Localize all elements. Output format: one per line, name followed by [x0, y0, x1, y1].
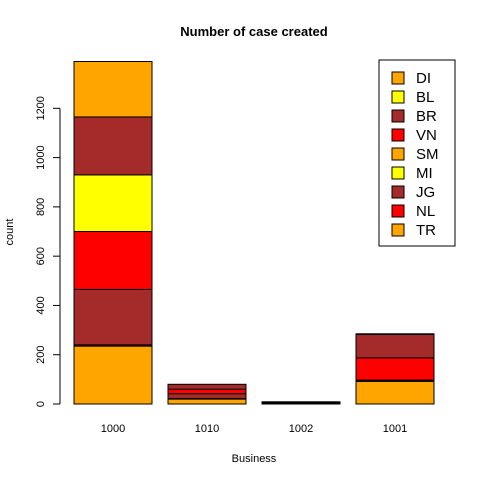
legend-swatch	[391, 185, 405, 199]
x-tick-label: 1010	[195, 423, 219, 435]
legend-swatch	[391, 90, 405, 104]
legend-label: SM	[416, 146, 439, 163]
legend-label: VN	[416, 127, 437, 144]
x-axis-label: Business	[232, 453, 277, 465]
bar-segment	[167, 393, 247, 400]
bar-segment	[73, 288, 153, 346]
legend-swatch	[391, 166, 405, 180]
y-tick-label: 800	[35, 198, 47, 216]
y-tick-label: 600	[35, 247, 47, 265]
bars-group	[73, 61, 435, 405]
bar-segment	[73, 61, 153, 118]
legend-label: BL	[416, 89, 434, 106]
bar-segment	[73, 345, 153, 405]
legend-label: MI	[416, 165, 433, 182]
chart-title: Number of case created	[180, 24, 327, 39]
y-axis-label: count	[4, 219, 16, 246]
legend-swatch	[391, 128, 405, 142]
bar-segment	[167, 388, 247, 395]
bar-segment	[355, 380, 435, 405]
x-tick-label: 1000	[101, 423, 125, 435]
legend-label: TR	[416, 222, 436, 239]
x-tick-label: 1002	[289, 423, 313, 435]
y-tick-label: 400	[35, 296, 47, 314]
bar-segment	[167, 383, 247, 390]
legend-swatch	[391, 223, 405, 237]
legend-swatch	[391, 204, 405, 218]
x-axis-ticks: 1000 1010 1002 1001	[101, 423, 407, 435]
bar-segment	[355, 333, 435, 336]
legend-swatch	[391, 147, 405, 161]
y-tick-label: 1000	[35, 145, 47, 169]
bar-segment	[73, 116, 153, 176]
y-tick-label: 0	[35, 401, 47, 407]
bar-segment	[167, 398, 247, 405]
legend: DI BL BR VN SM MI JG NL TR	[378, 59, 456, 247]
y-axis: 0 200 400 600 800 1000 1200	[35, 96, 61, 407]
legend-label: DI	[416, 70, 431, 87]
bar-segment	[73, 231, 153, 290]
bar-segment	[73, 174, 153, 233]
y-tick-label: 200	[35, 346, 47, 364]
legend-label: JG	[416, 184, 435, 201]
bar-segment	[355, 334, 435, 359]
bar-segment	[355, 357, 435, 381]
legend-swatch	[391, 109, 405, 123]
legend-label: BR	[416, 108, 437, 125]
legend-swatch	[391, 71, 405, 85]
legend-label: NL	[416, 203, 435, 220]
x-tick-label: 1001	[383, 423, 407, 435]
y-tick-label: 1200	[35, 96, 47, 120]
